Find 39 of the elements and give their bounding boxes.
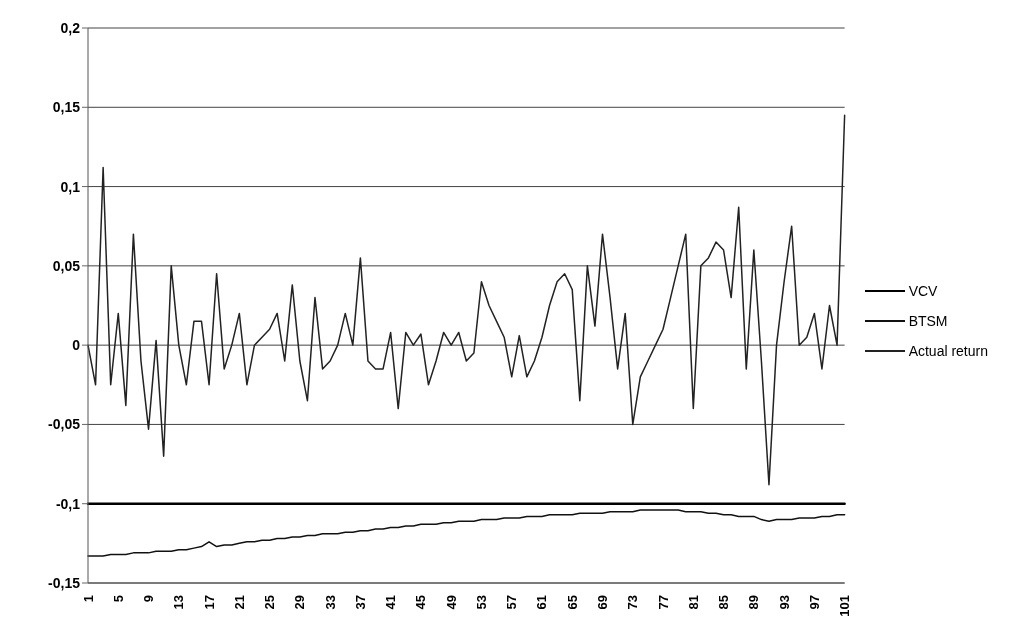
x-tick-label: 97	[806, 595, 822, 610]
x-tick-label: 1	[80, 595, 96, 603]
y-tick-label: -0,05	[48, 416, 81, 433]
y-tick-label: 0,1	[60, 178, 81, 195]
x-tick-label: 5	[110, 595, 126, 603]
line-series	[87, 114, 846, 486]
x-tick-label: 81	[685, 595, 701, 610]
legend-label: BTSM	[908, 312, 948, 329]
x-tick-label: 77	[655, 595, 671, 610]
x-tick-label: 9	[141, 595, 157, 603]
x-tick-label: 101	[837, 595, 853, 617]
y-tick-label: 0,05	[52, 257, 81, 274]
x-tick-label: 65	[564, 595, 580, 610]
x-tick-label: 17	[201, 595, 217, 610]
x-tick-label: 25	[262, 595, 278, 610]
y-tick-label: 0,15	[52, 99, 81, 116]
x-tick-label: 53	[473, 595, 489, 610]
x-tick-label: 57	[504, 595, 520, 610]
x-tick-label: 21	[231, 595, 247, 610]
x-tick-label: 13	[171, 595, 187, 610]
x-tick-label: 69	[595, 595, 611, 610]
x-tick-label: 33	[322, 595, 338, 610]
y-tick-label: 0	[72, 337, 81, 354]
x-tick-label: 41	[383, 595, 399, 610]
legend-label: VCV	[908, 282, 938, 299]
x-tick-label: 89	[746, 595, 762, 610]
x-tick-label: 61	[534, 595, 550, 610]
y-tick-label: 0,2	[60, 19, 81, 36]
x-tick-label: 29	[292, 595, 308, 610]
x-tick-label: 49	[443, 595, 459, 610]
x-tick-label: 45	[413, 595, 429, 610]
legend-label: Actual return	[908, 342, 988, 359]
line-series	[87, 509, 846, 557]
y-tick-label: -0,15	[48, 574, 81, 591]
y-tick-label: -0,1	[55, 495, 81, 512]
x-tick-label: 73	[625, 595, 641, 610]
x-tick-label: 85	[716, 595, 732, 610]
x-tick-label: 93	[776, 595, 792, 610]
x-tick-label: 37	[352, 595, 368, 610]
